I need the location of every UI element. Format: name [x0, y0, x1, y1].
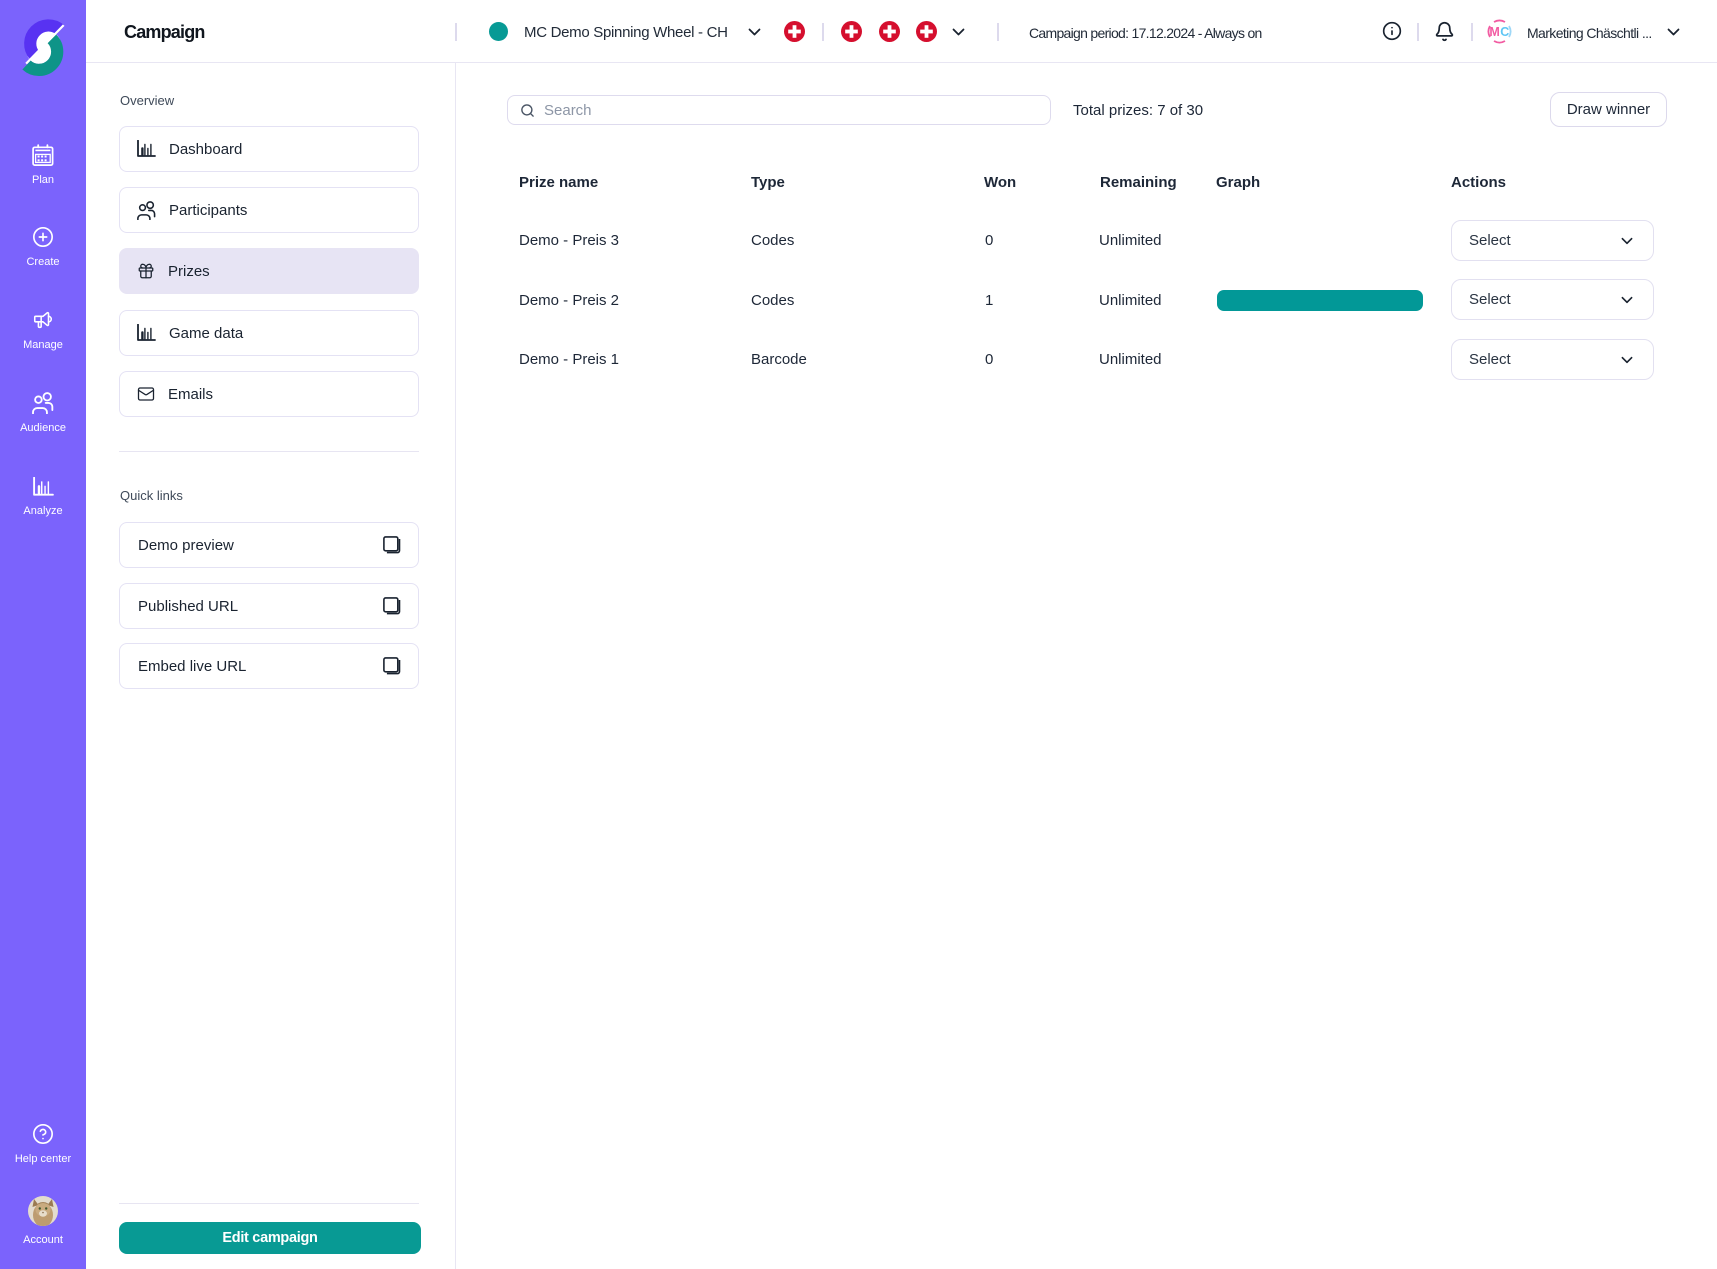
- svg-text:C: C: [1500, 25, 1509, 39]
- svg-text:M: M: [1489, 25, 1499, 39]
